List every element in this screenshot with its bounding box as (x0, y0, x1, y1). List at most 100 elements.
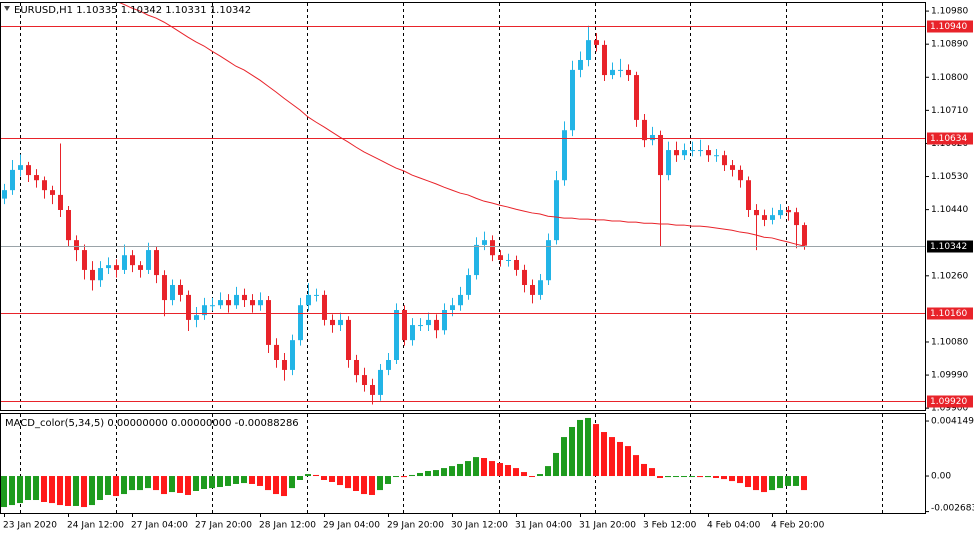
macd-bar (497, 463, 503, 477)
x-tick-label: 3 Feb 12:00 (643, 521, 697, 531)
level-tag (927, 20, 973, 33)
last-price-tag (927, 240, 973, 253)
macd-bar (705, 476, 711, 478)
candle-body (602, 44, 607, 76)
candle-body (90, 269, 95, 281)
candle-body (314, 294, 319, 296)
macd-bar (753, 476, 759, 491)
macd-bar (577, 419, 583, 477)
macd-bar (25, 476, 31, 501)
macd-bar (129, 476, 135, 491)
candle-body (58, 194, 63, 210)
candle-body (26, 165, 31, 176)
candle-body (322, 294, 327, 320)
macd-bar (345, 476, 351, 489)
macd-bar (57, 476, 63, 506)
candle-body (730, 165, 735, 170)
macd-bar (521, 472, 527, 477)
macd-bar (665, 476, 671, 478)
x-tick-label: 24 Jan 12:00 (67, 521, 124, 531)
macd-bar (745, 476, 751, 488)
level-label: 1.10634 (930, 134, 967, 144)
macd-bar (313, 474, 319, 477)
candle-body (250, 300, 255, 306)
macd-bar (593, 424, 599, 477)
candle-body (370, 384, 375, 395)
level-tag (927, 132, 973, 145)
y-tick-label: 1.10260 (931, 271, 968, 281)
candle-body (778, 209, 783, 216)
macd-bar (641, 463, 647, 477)
macd-bar (673, 476, 679, 478)
macd-bar (769, 476, 775, 491)
candle-body (410, 325, 415, 341)
candle-body (170, 284, 175, 301)
candle-body (194, 315, 199, 320)
x-tick-label: 30 Jan 12:00 (451, 521, 508, 531)
candle-body (330, 319, 335, 326)
x-tick-label: 29 Jan 04:00 (323, 521, 380, 531)
y-tick-label: 1.10890 (931, 40, 968, 50)
macd-bar (441, 468, 447, 477)
macd-bar (529, 476, 535, 478)
candle-body (442, 309, 447, 331)
macd-bar (177, 476, 183, 493)
y-tick-label: 0.00 (931, 472, 951, 482)
candle-body (482, 240, 487, 245)
macd-bar (433, 470, 439, 477)
candle-body (394, 309, 399, 360)
macd-bar (481, 458, 487, 477)
y-tick-label: 1.10080 (931, 337, 968, 347)
macd-bar (65, 476, 71, 506)
candle-body (114, 265, 119, 270)
candle-body (642, 119, 647, 141)
macd-bar (257, 476, 263, 486)
candle-body (146, 250, 151, 270)
macd-bar (145, 476, 151, 489)
candle-body (258, 300, 263, 306)
x-tick-label: 4 Feb 20:00 (771, 521, 825, 531)
candle-body (298, 305, 303, 341)
macd-bar (457, 463, 463, 477)
candle-body (514, 259, 519, 270)
y-tick-label: 1.10710 (931, 106, 968, 116)
macd-bar (73, 476, 79, 506)
x-tick-label: 31 Jan 20:00 (579, 521, 636, 531)
candle-body (626, 69, 631, 76)
candle-body (506, 259, 511, 261)
macd-bar (609, 437, 615, 477)
candle-body (290, 340, 295, 370)
candle-body (106, 265, 111, 269)
macd-bar (569, 426, 575, 477)
candle-body (162, 275, 167, 301)
macd-bar (409, 474, 415, 477)
candle-body (82, 250, 87, 270)
macd-bar (793, 476, 799, 486)
candle-body (18, 165, 23, 170)
candle-body (122, 255, 127, 270)
y-tick-label: 1.10440 (931, 205, 968, 215)
macd-bar (633, 455, 639, 477)
macd-bar (601, 432, 607, 477)
candle-body (802, 225, 807, 246)
candle-body (722, 155, 727, 166)
candle-body (714, 155, 719, 157)
moving-average (119, 3, 805, 247)
macd-bar (585, 417, 591, 477)
macd-bar (97, 476, 103, 501)
candle-body (650, 134, 655, 141)
macd-bar (281, 476, 287, 497)
candle-body (610, 69, 615, 76)
x-tick-label: 27 Jan 20:00 (195, 521, 252, 531)
macd-bar (41, 476, 47, 502)
last-price-label: 1.10342 (930, 242, 967, 252)
macd-bar (777, 476, 783, 489)
macd-frame (0, 413, 926, 514)
level-label: 1.09920 (930, 397, 967, 407)
macd-bar (417, 472, 423, 477)
candle-body (538, 280, 543, 295)
candle-body (74, 240, 79, 251)
macd-bar (553, 452, 559, 477)
candle-body (698, 150, 703, 152)
candle-body (178, 284, 183, 295)
